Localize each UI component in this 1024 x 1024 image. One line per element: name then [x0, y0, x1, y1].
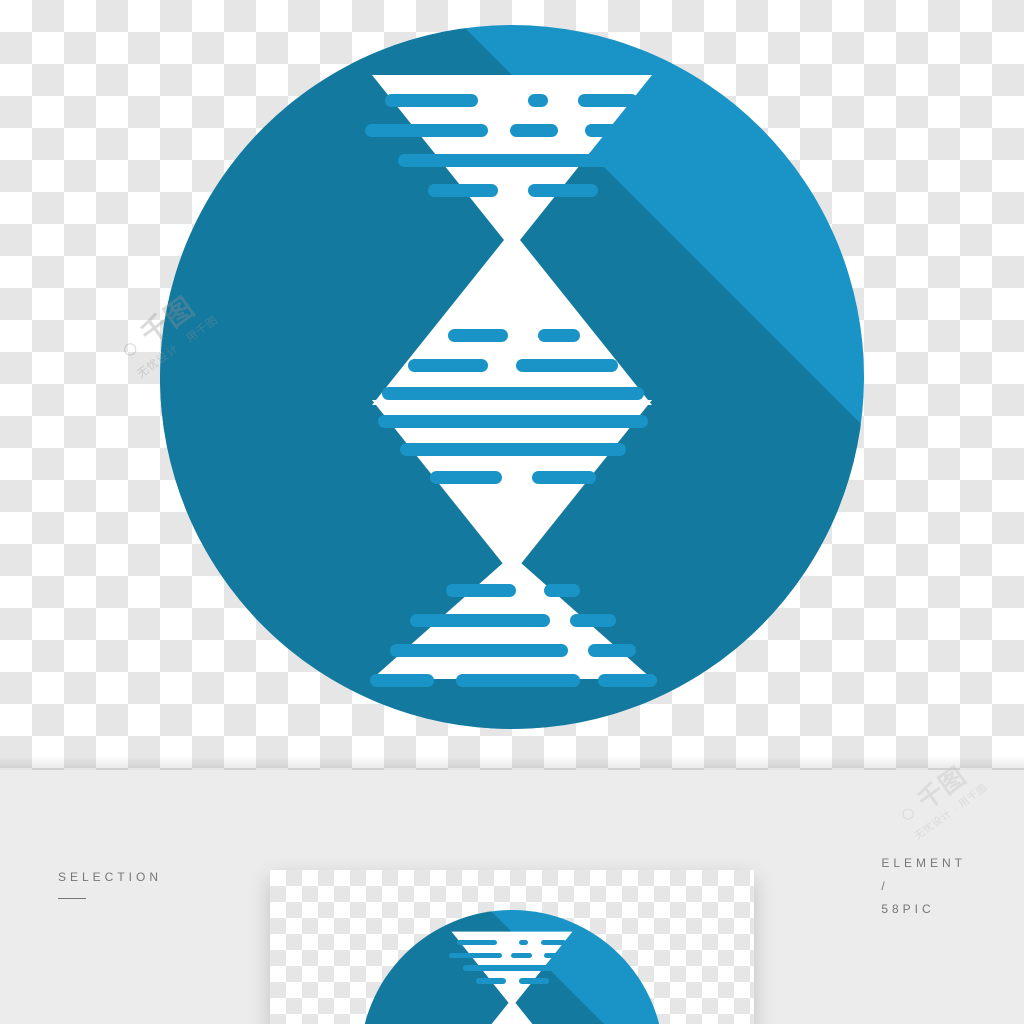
- label-element-line1: ELEMENT: [881, 856, 966, 870]
- label-element: ELEMENT / 58PIC: [881, 852, 966, 920]
- label-selection-text: SELECTION: [58, 870, 162, 884]
- label-selection: SELECTION: [58, 870, 162, 899]
- dna-icon: [160, 25, 864, 729]
- divider-dash: [58, 898, 86, 899]
- canvas: ○ 千图 无忧设计 · 用千图 SELECTION ELEMENT / 58PI…: [0, 0, 1024, 1024]
- mockup-panel: SELECTION ELEMENT / 58PIC ○ 千图 无忧设计 · 用千…: [0, 770, 1024, 1024]
- dna-lines-small: [360, 910, 664, 1024]
- transparency-checker-upper: ○ 千图 无忧设计 · 用千图: [0, 0, 1024, 770]
- preview-card: [270, 870, 754, 1024]
- dna-icon-small: [360, 910, 664, 1024]
- label-element-line3: 58PIC: [881, 902, 934, 916]
- dna-lines: [160, 25, 864, 729]
- label-element-line2: /: [881, 879, 888, 893]
